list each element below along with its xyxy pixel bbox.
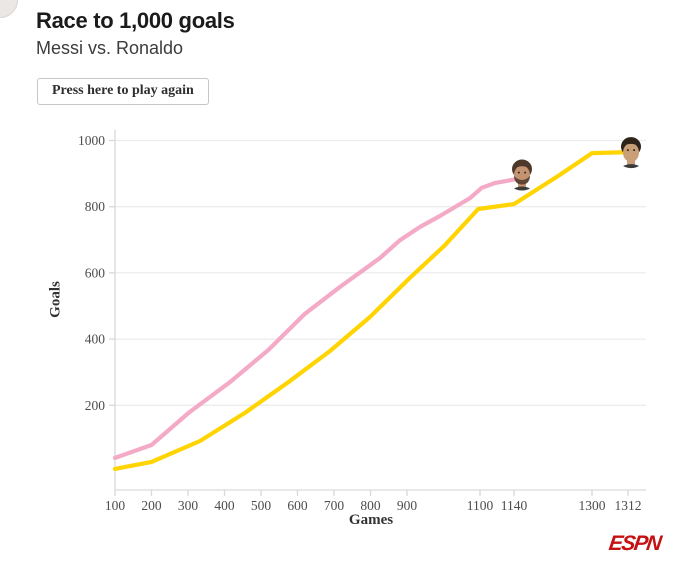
- svg-text:500: 500: [251, 498, 272, 513]
- play-again-button[interactable]: Press here to play again: [37, 78, 209, 105]
- y-gridlines: [115, 139, 646, 406]
- page-title: Race to 1,000 goals: [36, 8, 235, 33]
- x-tick-labels: 100 200 300 400 500 600 700 800 900 1100 1140 1300 1…: [105, 490, 642, 513]
- espn-logo: ESPN: [607, 532, 662, 555]
- x-axis-title: Games: [348, 512, 394, 528]
- svg-text:300: 300: [178, 498, 199, 513]
- messi-line: [112, 177, 517, 460]
- svg-text:800: 800: [85, 199, 106, 214]
- svg-text:400: 400: [214, 498, 235, 513]
- svg-text:1300: 1300: [579, 498, 606, 513]
- axes: [114, 130, 646, 491]
- svg-text:600: 600: [85, 265, 106, 280]
- ronaldo-avatar: [618, 137, 644, 169]
- svg-text:1000: 1000: [78, 133, 105, 148]
- svg-text:1100: 1100: [467, 498, 494, 513]
- ronaldo-line: [112, 150, 631, 471]
- svg-text:400: 400: [85, 332, 106, 347]
- y-axis-title: Goals: [47, 281, 64, 318]
- svg-text:800: 800: [360, 498, 381, 513]
- y-tick-labels: 200 400 600 800 1000: [78, 133, 115, 413]
- messi-avatar: [509, 159, 535, 191]
- svg-text:200: 200: [85, 398, 106, 413]
- svg-text:1140: 1140: [501, 498, 528, 513]
- svg-text:700: 700: [324, 498, 345, 513]
- svg-text:900: 900: [397, 498, 418, 513]
- svg-text:600: 600: [287, 498, 308, 513]
- page-subtitle: Messi vs. Ronaldo: [36, 38, 184, 58]
- svg-text:100: 100: [105, 498, 126, 513]
- svg-text:1312: 1312: [615, 498, 642, 513]
- svg-text:200: 200: [141, 498, 162, 513]
